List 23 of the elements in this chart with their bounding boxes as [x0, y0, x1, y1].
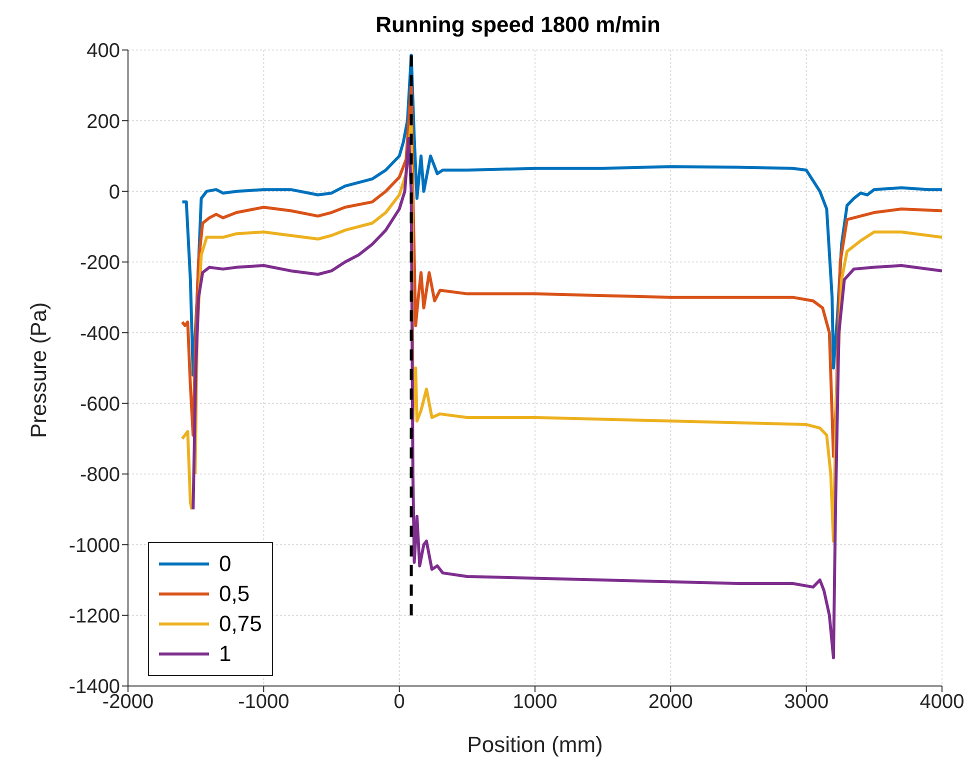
x-tick-label: 1000	[512, 691, 558, 714]
y-tick-label: 200	[86, 110, 120, 133]
x-tick-label: 0	[394, 691, 405, 714]
y-tick-label: 400	[86, 40, 120, 62]
x-axis-title: Position (mm)	[467, 732, 603, 757]
y-tick-label: -1200	[68, 605, 120, 628]
x-tick-label: 2000	[648, 691, 693, 714]
y-tick-label: -1000	[68, 534, 120, 557]
legend-label: 0	[219, 551, 232, 577]
x-tick-label: 3000	[784, 691, 829, 714]
y-tick-label: -600	[80, 393, 120, 416]
y-tick-label: -800	[80, 464, 120, 486]
legend-label: 1	[219, 641, 232, 667]
legend-label: 0,5	[219, 581, 250, 607]
line-series	[192, 136, 942, 660]
y-axis-title: Pressure (Pa)	[26, 302, 51, 438]
legend-label: 0,75	[219, 611, 262, 637]
y-tick-label: -200	[80, 252, 120, 274]
x-tick-label: -1000	[238, 691, 290, 714]
x-tick-label: 4000	[920, 691, 964, 714]
chart-title: Running speed 1800 m/min	[374, 12, 662, 38]
y-tick-label: 0	[108, 181, 120, 204]
y-tick-label: -400	[80, 322, 120, 345]
